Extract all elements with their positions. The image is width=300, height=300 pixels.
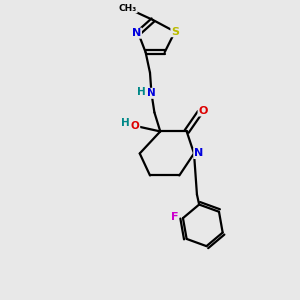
- Text: O: O: [131, 121, 140, 130]
- Text: F: F: [171, 212, 178, 222]
- Text: S: S: [171, 27, 179, 37]
- Text: O: O: [198, 106, 208, 116]
- Text: CH₃: CH₃: [119, 4, 137, 13]
- Text: N: N: [147, 88, 156, 98]
- Text: H: H: [137, 87, 146, 97]
- Text: H: H: [121, 118, 129, 128]
- Text: N: N: [132, 28, 141, 38]
- Text: N: N: [194, 148, 203, 158]
